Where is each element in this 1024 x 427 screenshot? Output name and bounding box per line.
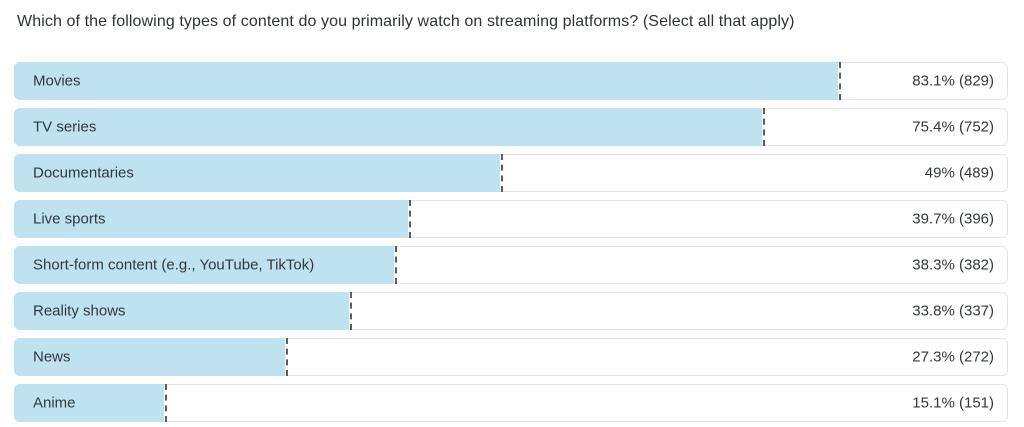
bar-end-marker [350, 292, 353, 330]
value-label: 27.3% (272) [912, 348, 994, 366]
bar-row: Reality shows 33.8% (337) [14, 292, 1008, 330]
value-label: 83.1% (829) [912, 72, 994, 90]
category-label: Reality shows [33, 302, 126, 320]
bar-row: Live sports 39.7% (396) [14, 200, 1008, 238]
bar-fill [14, 338, 285, 376]
value-label: 15.1% (151) [912, 394, 994, 412]
bar-end-marker [285, 338, 288, 376]
bar-row: TV series 75.4% (752) [14, 108, 1008, 146]
category-label: Live sports [33, 210, 106, 228]
category-label: Movies [33, 72, 81, 90]
bar-rows-container: Movies 83.1% (829) TV series 75.4% (752)… [14, 62, 1008, 422]
bar-fill [14, 384, 164, 422]
value-label: 33.8% (337) [912, 302, 994, 320]
bar-fill [14, 292, 350, 330]
value-label: 38.3% (382) [912, 256, 994, 274]
bar-fill [14, 154, 501, 192]
bar-row: Short-form content (e.g., YouTube, TikTo… [14, 246, 1008, 284]
bar-end-marker [839, 62, 842, 100]
bar-fill [14, 108, 762, 146]
bar-row: Documentaries 49% (489) [14, 154, 1008, 192]
category-label: News [33, 348, 71, 366]
value-label: 75.4% (752) [912, 118, 994, 136]
bar-end-marker [408, 200, 411, 238]
bar-end-marker [501, 154, 504, 192]
category-label: Anime [33, 394, 76, 412]
bar-row: News 27.3% (272) [14, 338, 1008, 376]
category-label: TV series [33, 118, 97, 136]
value-label: 39.7% (396) [912, 210, 994, 228]
bar-end-marker [762, 108, 765, 146]
bar-fill [14, 246, 394, 284]
category-label: Short-form content (e.g., YouTube, TikTo… [33, 256, 315, 274]
bar-fill [14, 200, 408, 238]
bar-fill [14, 62, 839, 100]
category-label: Documentaries [33, 164, 134, 182]
value-label: 49% (489) [924, 164, 994, 182]
bar-row: Movies 83.1% (829) [14, 62, 1008, 100]
bar-row: Anime 15.1% (151) [14, 384, 1008, 422]
bar-end-marker [394, 246, 397, 284]
chart-title: Which of the following types of content … [17, 13, 795, 30]
bar-end-marker [164, 384, 167, 422]
